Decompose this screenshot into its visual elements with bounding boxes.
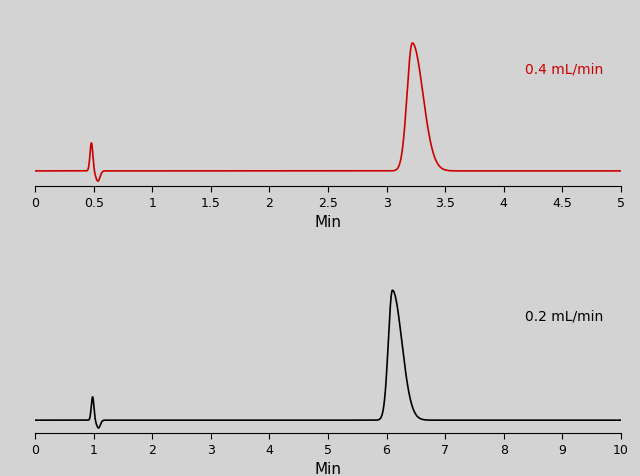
X-axis label: Min: Min xyxy=(314,462,342,476)
X-axis label: Min: Min xyxy=(314,215,342,230)
Text: 0.2 mL/min: 0.2 mL/min xyxy=(525,309,604,323)
Text: 0.4 mL/min: 0.4 mL/min xyxy=(525,62,604,76)
